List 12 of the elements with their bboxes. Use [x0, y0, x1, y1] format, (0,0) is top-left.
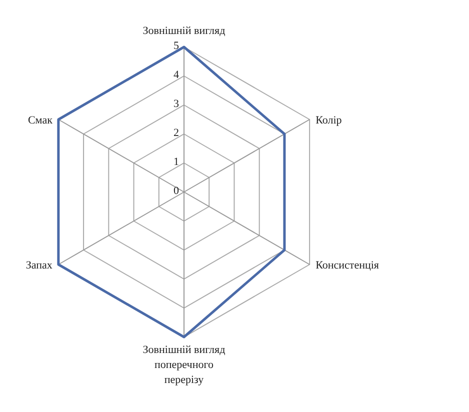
y-tick-label: 2 [174, 127, 179, 139]
spoke-label: Зовнішній вигляд поперечного перерізу [142, 344, 226, 386]
y-tick-label: 3 [174, 98, 180, 110]
spoke-label: Зовнішній вигляд [142, 25, 226, 37]
spoke-label: Запах [26, 260, 53, 272]
y-tick-label: 0 [174, 185, 180, 197]
y-tick-label: 4 [174, 69, 180, 81]
y-tick-label: 1 [174, 156, 179, 168]
spoke-label: Смак [28, 114, 54, 126]
y-tick-label: 5 [174, 40, 180, 52]
spoke-label: Колір [316, 114, 342, 126]
spoke-label: Консистенція [316, 260, 379, 272]
